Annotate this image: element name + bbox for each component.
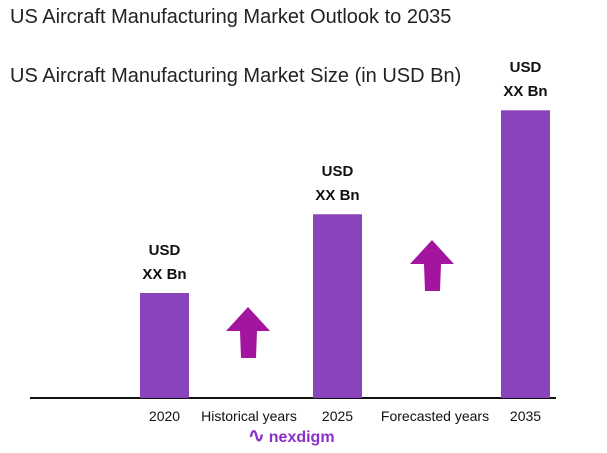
data-label-2020: USD XX Bn <box>125 239 205 287</box>
data-label-line: XX Bn <box>503 83 548 101</box>
x-tick-label: 2020 <box>148 408 181 424</box>
up-arrow-icon-forecasted <box>410 240 454 291</box>
nexdigm-logo: ∿ nexdigm <box>248 425 335 447</box>
period-label-forecasted: Forecasted years <box>380 408 490 424</box>
x-tick-label: 2035 <box>509 408 542 424</box>
data-label-line: USD <box>509 59 542 77</box>
up-arrow-icon-historical <box>226 307 270 358</box>
bar-2025 <box>313 214 362 398</box>
data-label-line: USD <box>321 163 354 181</box>
period-label-historical: Historical years <box>201 408 297 424</box>
data-label-line: USD <box>148 242 181 259</box>
bar-2020 <box>140 293 189 398</box>
data-label-2035: USD XX Bn <box>486 56 566 104</box>
data-label-2025: USD XX Bn <box>298 160 378 208</box>
chart-title: US Aircraft Manufacturing Market Outlook… <box>10 6 452 28</box>
data-label-line: XX Bn <box>315 187 360 205</box>
bar-2035 <box>501 110 550 399</box>
x-tick-label: 2025 <box>321 408 354 424</box>
chart-subtitle: US Aircraft Manufacturing Market Size (i… <box>10 65 462 87</box>
data-label-line: XX Bn <box>142 266 187 283</box>
